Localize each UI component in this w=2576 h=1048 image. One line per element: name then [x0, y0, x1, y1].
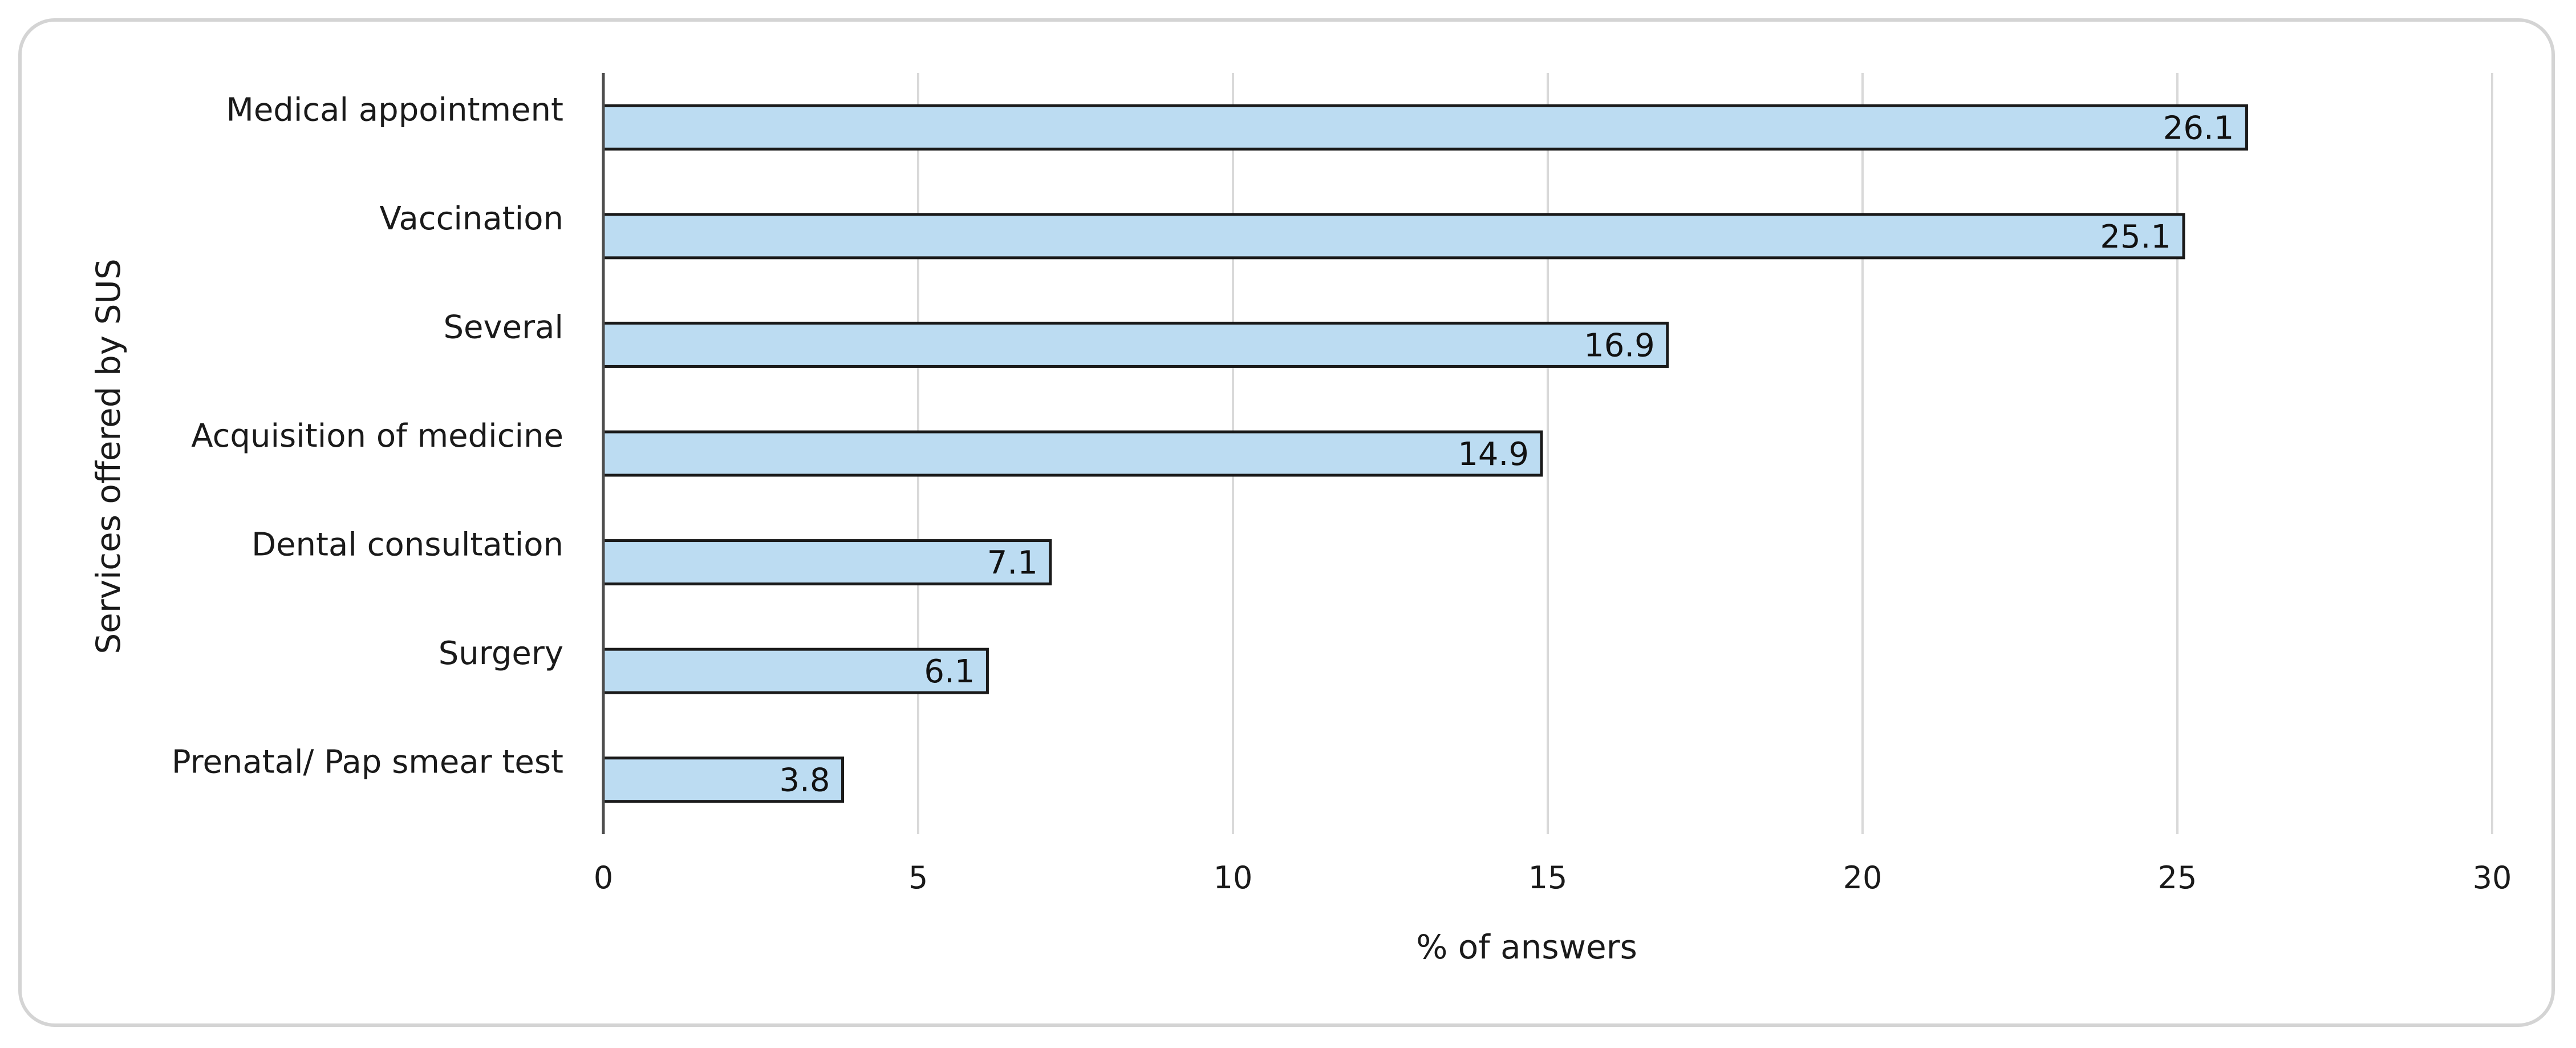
x-tick-label: 25	[2158, 860, 2197, 896]
x-tick-label: 20	[1843, 860, 1883, 896]
data-label: 26.1	[2163, 110, 2234, 147]
category-label: Several	[444, 309, 564, 346]
chart-frame	[18, 18, 2555, 1027]
category-label: Surgery	[439, 635, 563, 672]
data-label: 6.1	[924, 653, 975, 690]
data-label: 7.1	[987, 545, 1038, 582]
bar	[602, 104, 2248, 151]
category-labels: Medical appointment Vaccination Several Acq…	[172, 91, 563, 780]
x-tick-labels: 0 5 10 15 20 25 30	[594, 860, 2512, 896]
category-label: Acquisition of medicine	[191, 418, 563, 455]
x-tick-label: 10	[1214, 860, 1253, 896]
data-label: 3.8	[779, 762, 830, 799]
x-tick-label: 30	[2473, 860, 2512, 896]
bar	[602, 539, 1052, 586]
data-label: 14.9	[1458, 436, 1529, 473]
category-label: Prenatal/ Pap smear test	[172, 744, 563, 781]
data-label: 16.9	[1584, 327, 1655, 364]
gridlines	[917, 73, 2493, 834]
x-tick-label: 15	[1528, 860, 1568, 896]
category-label: Vaccination	[380, 200, 564, 237]
bar	[602, 756, 845, 803]
x-tick-label: 0	[594, 860, 613, 896]
bar	[602, 321, 1669, 368]
y-axis-title: Services offered by SUS	[89, 258, 128, 654]
bar	[602, 213, 2185, 260]
x-tick-label: 5	[908, 860, 928, 896]
data-label: 25.1	[2100, 218, 2171, 256]
x-axis-title: % of answers	[1416, 928, 1637, 966]
category-label: Medical appointment	[226, 91, 563, 128]
category-label: Dental consultation	[251, 527, 563, 564]
bar	[602, 430, 1543, 477]
bars: 26.1 25.1 16.9 14.9 7.1 6.1 3.8	[602, 104, 2248, 803]
